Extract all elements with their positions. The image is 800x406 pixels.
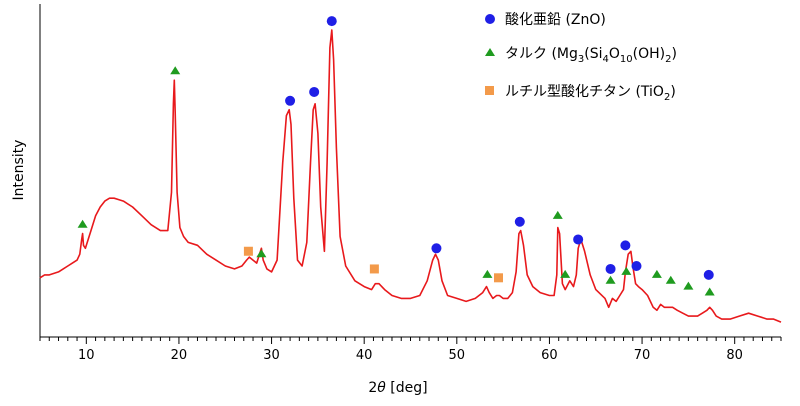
talc-peak-marker: [651, 269, 662, 278]
talc-peak-marker: [621, 266, 632, 275]
x-tick-label: 10: [78, 348, 95, 363]
y-axis-title: Intensity: [11, 140, 27, 201]
x-axis-tick-labels: 10 20 30 40 50 60 70 80: [78, 348, 743, 363]
talc-peak-marker: [605, 275, 616, 284]
zno-peak-marker: [631, 261, 642, 271]
zno-peak-marker: [514, 216, 525, 227]
legend-rutile-marker-icon: [485, 86, 494, 95]
legend-rutile-label: ルチル型酸化チタン (TiO2): [505, 84, 676, 103]
zno-peak-marker: [285, 95, 296, 106]
x-axis-ticks: [39, 337, 782, 344]
talc-peak-marker: [552, 210, 563, 219]
zno-peak-marker: [309, 86, 320, 97]
x-tick-label: 40: [356, 348, 373, 363]
x-tick-label: 70: [634, 348, 651, 363]
phase-markers: [77, 16, 715, 296]
x-tick-label: 80: [726, 348, 743, 363]
zno-peak-marker: [605, 263, 616, 274]
talc-peak-marker: [170, 66, 181, 75]
x-tick-label: 60: [541, 348, 558, 363]
rutile-peak-marker: [243, 246, 253, 256]
talc-peak-marker: [482, 269, 493, 278]
legend-zno-label: 酸化亜鉛 (ZnO): [505, 12, 606, 28]
legend: 酸化亜鉛 (ZnO) タルク (Mg3(Si4O10(OH)2) ルチル型酸化チ…: [485, 12, 677, 103]
talc-peak-marker: [256, 249, 267, 258]
talc-peak-marker: [560, 269, 571, 278]
legend-talc-marker-icon: [485, 48, 495, 56]
rutile-peak-marker: [493, 273, 503, 283]
talc-peak-marker: [704, 287, 715, 296]
x-tick-label: 30: [263, 348, 280, 363]
zno-peak-marker: [326, 16, 337, 27]
zno-peak-marker: [620, 240, 631, 251]
x-axis-title: 2θ [deg]: [368, 380, 427, 396]
zno-peak-marker: [703, 269, 714, 280]
talc-peak-marker: [77, 219, 88, 228]
rutile-peak-marker: [369, 264, 379, 274]
talc-peak-marker: [683, 281, 694, 290]
talc-peak-marker: [665, 275, 676, 284]
legend-zno-marker-icon: [485, 14, 495, 24]
x-tick-label: 50: [449, 348, 466, 363]
x-tick-label: 20: [171, 348, 188, 363]
legend-talc-label: タルク (Mg3(Si4O10(OH)2): [505, 46, 677, 65]
zno-peak-marker: [431, 243, 442, 254]
zno-peak-marker: [573, 234, 584, 245]
xrd-series-line: [39, 29, 782, 323]
